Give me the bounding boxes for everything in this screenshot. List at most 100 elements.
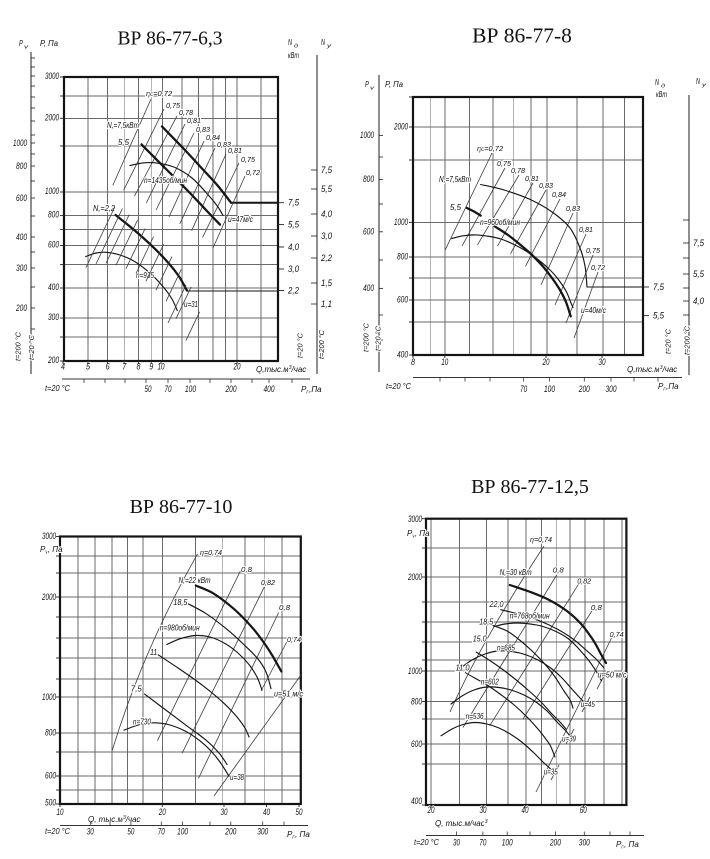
svg-text:u=51 м/с: u=51 м/с <box>274 690 303 699</box>
svg-text:t=20 °C: t=20 °C <box>45 384 70 393</box>
svg-text:200: 200 <box>225 827 237 837</box>
svg-text:n=980об/мин: n=980об/мин <box>160 624 200 633</box>
svg-text:ηс=0,72: ηс=0,72 <box>477 144 504 153</box>
svg-text:1000: 1000 <box>13 138 28 148</box>
svg-text:N,=2,2: N,=2,2 <box>93 204 116 213</box>
svg-text:t=200 °C: t=200 °C <box>318 329 326 359</box>
svg-text:30: 30 <box>453 838 461 848</box>
svg-text:кВт: кВт <box>656 90 667 99</box>
svg-text:50: 50 <box>127 827 135 837</box>
svg-text:8: 8 <box>411 357 416 367</box>
svg-text:n=935: n=935 <box>136 271 154 280</box>
svg-text:Q,тыс.м3/час: Q,тыс.м3/час <box>256 365 306 374</box>
svg-text:600: 600 <box>16 193 28 203</box>
svg-text:20: 20 <box>233 362 241 372</box>
svg-text:n=730: n=730 <box>133 718 151 727</box>
svg-text:5,5: 5,5 <box>693 269 705 279</box>
svg-text:у: у <box>326 44 333 50</box>
svg-text:100: 100 <box>185 384 197 394</box>
svg-text:70: 70 <box>479 838 487 848</box>
svg-text:800: 800 <box>397 252 409 262</box>
svg-text:11: 11 <box>150 648 157 657</box>
svg-text:200: 200 <box>15 303 27 313</box>
svg-text:50: 50 <box>145 384 153 394</box>
svg-text:Р, Па: Р, Па <box>385 80 404 89</box>
svg-text:Q, тыс.м/час3: Q, тыс.м/час3 <box>435 819 488 828</box>
svg-text:15,0: 15,0 <box>473 635 487 644</box>
svg-text:5,5: 5,5 <box>118 138 130 147</box>
svg-text:n=602: n=602 <box>481 678 499 687</box>
svg-text:5,5: 5,5 <box>288 220 300 230</box>
svg-text:t=200 °C: t=200 °C <box>363 322 371 352</box>
svg-text:t=20 °C: t=20 °C <box>665 328 673 354</box>
svg-text:1,5: 1,5 <box>321 278 333 288</box>
svg-text:800: 800 <box>363 174 375 184</box>
svg-text:u=35: u=35 <box>544 768 558 777</box>
svg-text:200: 200 <box>549 838 561 848</box>
svg-text:200: 200 <box>225 384 237 394</box>
svg-text:1000: 1000 <box>408 666 423 676</box>
svg-text:0,83: 0,83 <box>196 125 211 134</box>
svg-text:η=0,74: η=0,74 <box>200 548 222 557</box>
svg-text:50: 50 <box>296 807 304 817</box>
svg-text:10: 10 <box>441 357 449 367</box>
svg-text:400: 400 <box>48 282 60 292</box>
svg-text:n=536: n=536 <box>466 712 484 721</box>
svg-text:u=40м/с: u=40м/с <box>581 306 606 315</box>
svg-text:2,2: 2,2 <box>287 286 300 296</box>
svg-text:0,72: 0,72 <box>591 263 606 272</box>
svg-text:0,75: 0,75 <box>497 159 512 168</box>
svg-text:0,81: 0,81 <box>579 225 593 234</box>
svg-text:400: 400 <box>397 350 409 360</box>
svg-text:t=20 °C: t=20 °C <box>414 838 439 847</box>
svg-text:0,72: 0,72 <box>246 168 261 177</box>
svg-text:300: 300 <box>606 384 618 394</box>
svg-text:10: 10 <box>57 807 65 817</box>
svg-text:5,5: 5,5 <box>653 311 665 321</box>
svg-text:10: 10 <box>158 362 166 372</box>
svg-text:u=31: u=31 <box>184 300 198 309</box>
svg-text:n=685: n=685 <box>497 644 515 653</box>
svg-text:30: 30 <box>480 805 488 815</box>
svg-text:5,5: 5,5 <box>450 203 462 212</box>
svg-text:30: 30 <box>87 827 95 837</box>
svg-text:40: 40 <box>522 805 530 815</box>
svg-text:18,5: 18,5 <box>479 618 493 627</box>
svg-text:N,=30 кВт: N,=30 кВт <box>500 568 532 577</box>
svg-text:7,5: 7,5 <box>321 165 333 175</box>
svg-text:7,5: 7,5 <box>693 238 705 248</box>
svg-text:20: 20 <box>158 807 166 817</box>
svg-text:0,74: 0,74 <box>610 630 624 639</box>
svg-text:д: д <box>294 44 298 50</box>
svg-text:4,0: 4,0 <box>693 296 705 306</box>
svg-text:N: N <box>655 78 659 87</box>
svg-text:400: 400 <box>363 283 375 293</box>
svg-text:3,0: 3,0 <box>288 264 300 274</box>
svg-text:1000: 1000 <box>42 692 57 702</box>
svg-text:600: 600 <box>48 240 60 250</box>
svg-text:0,8: 0,8 <box>591 603 603 612</box>
svg-text:30: 30 <box>599 357 607 367</box>
svg-text:7: 7 <box>122 362 127 372</box>
svg-text:0,82: 0,82 <box>577 577 592 586</box>
svg-text:N,=22 кВт: N,=22 кВт <box>179 576 211 585</box>
svg-text:t=20 °C: t=20 °C <box>386 382 411 391</box>
svg-text:Р: Р <box>19 39 23 48</box>
svg-text:N,=7,5кВт: N,=7,5кВт <box>107 121 139 130</box>
svg-text:v: v <box>370 86 376 92</box>
svg-text:у: у <box>701 83 708 89</box>
svg-text:3000: 3000 <box>42 531 57 541</box>
svg-text:600: 600 <box>363 227 375 237</box>
svg-text:800: 800 <box>48 210 60 220</box>
svg-text:0,83: 0,83 <box>539 181 554 190</box>
svg-text:0,84: 0,84 <box>552 190 566 199</box>
svg-text:0,81: 0,81 <box>525 174 539 183</box>
svg-text:400: 400 <box>16 232 28 242</box>
svg-text:11,0: 11,0 <box>456 664 471 673</box>
svg-text:0,74: 0,74 <box>287 635 301 644</box>
svg-text:600: 600 <box>45 771 57 781</box>
svg-text:3000: 3000 <box>45 71 60 81</box>
svg-text:22,0: 22,0 <box>489 600 504 609</box>
svg-text:Q, тыс.м3/час: Q, тыс.м3/час <box>88 815 141 824</box>
svg-text:0,84: 0,84 <box>206 133 220 142</box>
